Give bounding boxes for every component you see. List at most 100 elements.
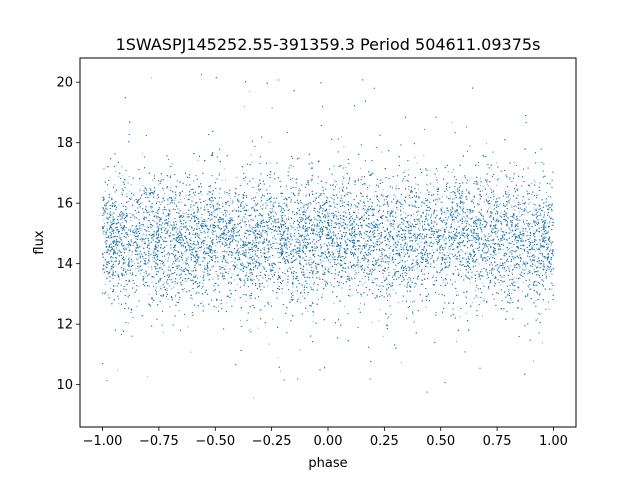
data-point [388,282,390,284]
data-point [446,256,448,259]
data-point [143,241,145,243]
data-point [481,315,483,317]
data-point [465,262,467,264]
data-point [364,205,366,207]
data-point [329,196,331,198]
data-point [127,236,130,238]
data-point [274,172,276,174]
data-point [458,242,460,244]
data-point [328,232,330,235]
data-point [453,221,455,223]
data-point [405,241,407,244]
data-point [127,269,130,271]
data-point [218,172,220,174]
data-point [383,335,385,337]
data-point [249,226,251,228]
data-point [433,242,435,244]
data-point [475,286,477,289]
data-point [280,211,282,213]
data-point [233,279,236,281]
data-point [451,121,453,123]
data-point [445,213,447,215]
data-point [544,233,546,235]
data-point [444,247,446,249]
data-point [175,265,177,267]
data-point [204,258,206,260]
data-point [313,269,315,272]
data-point [254,251,257,253]
data-point [230,223,232,225]
data-point [131,254,133,256]
data-point [123,230,126,232]
data-point [403,251,405,253]
data-point [180,251,182,253]
data-point [128,322,130,324]
data-point [117,243,119,245]
data-point [333,302,335,304]
data-point [283,214,285,216]
data-point [386,283,388,286]
data-point [286,227,288,229]
data-point [543,212,545,214]
data-point [426,262,428,264]
data-point [296,278,298,280]
data-point [532,360,535,362]
data-point [313,222,315,224]
data-point [104,283,106,285]
data-point [163,192,165,194]
data-point [402,204,404,206]
data-point [115,231,117,234]
data-point [536,243,539,245]
data-point [545,192,547,194]
data-point [122,222,124,224]
data-point [183,290,185,292]
data-point [297,194,300,197]
data-point [152,179,154,181]
data-point [242,264,244,266]
data-point [307,310,309,312]
data-point [368,210,370,212]
data-point [462,241,464,243]
data-point [454,198,456,200]
data-point [477,296,479,298]
data-point [469,191,471,193]
data-point [312,321,314,323]
data-point [192,208,194,210]
data-point [201,194,203,196]
data-point [247,247,249,249]
data-point [196,226,198,228]
data-point [225,209,227,212]
data-point [330,227,332,229]
data-point [338,191,341,193]
data-point [183,288,186,290]
data-point [250,154,252,156]
data-point [283,223,285,225]
data-point [508,248,510,250]
data-point [432,233,434,235]
data-point [526,223,529,225]
data-point [427,244,429,246]
data-point [172,238,174,240]
data-point [200,275,202,278]
data-point [219,246,222,248]
data-point [475,215,477,218]
data-point [516,255,518,257]
data-point [185,195,188,197]
data-point [301,268,303,270]
data-point [493,281,496,283]
data-point [357,264,359,266]
data-point [144,191,147,194]
data-point [303,209,305,211]
data-point [342,176,344,178]
data-point [252,397,255,399]
data-point [478,204,480,206]
data-point [454,235,456,237]
data-point [442,207,444,209]
data-point [199,250,201,252]
data-point [237,240,239,242]
data-point [171,239,173,241]
data-point [136,212,138,214]
data-point [114,184,116,186]
data-point [153,250,156,252]
data-point [268,275,270,277]
